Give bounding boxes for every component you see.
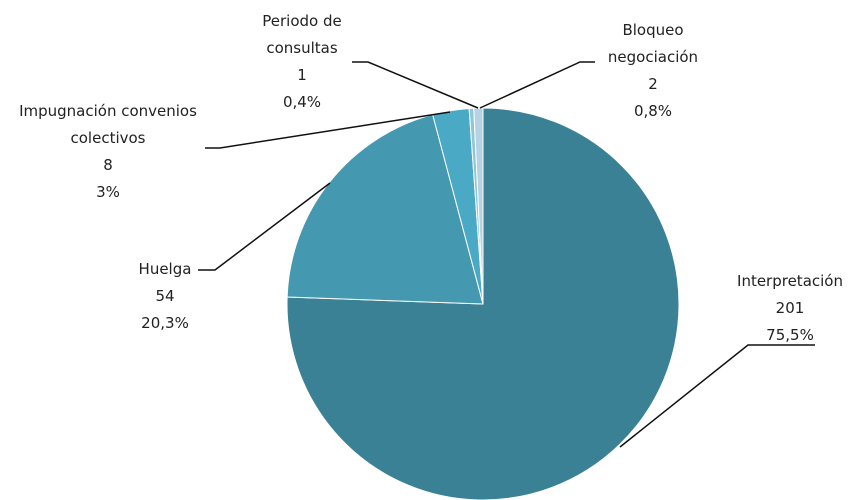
label-value: 201: [775, 299, 805, 317]
label-value: 54: [155, 287, 175, 305]
leader-line: [352, 61, 479, 109]
label-name: Impugnación convenios colectivos: [19, 102, 197, 147]
label-name: Interpretación: [737, 272, 843, 290]
label-value: 2: [648, 75, 658, 93]
slice-label: Huelga 54 20,3%: [105, 256, 225, 337]
slice-label: Impugnación convenios colectivos 8 3%: [3, 98, 213, 206]
label-percent: 75,5%: [766, 326, 814, 344]
label-percent: 0,4%: [282, 93, 322, 111]
label-percent: 0,8%: [633, 102, 673, 120]
pie-slice: [286, 107, 680, 500]
label-name: Huelga: [138, 260, 192, 278]
label-value: 1: [297, 66, 307, 84]
pie-slice: [286, 113, 484, 305]
slice-label: Bloqueo negociación 2 0,8%: [588, 17, 718, 125]
leader-line: [198, 182, 331, 271]
leader-line: [619, 344, 815, 448]
slice-label: Periodo de consultas 1 0,4%: [242, 8, 362, 116]
label-value: 8: [103, 156, 113, 174]
label-name: Bloqueo negociación: [607, 21, 699, 66]
leader-line: [205, 111, 451, 149]
label-percent: 3%: [96, 183, 120, 201]
slice-label: Interpretación 201 75,5%: [710, 268, 860, 349]
label-percent: 20,3%: [141, 314, 189, 332]
label-name: Periodo de consultas: [262, 12, 342, 57]
pie-slice: [473, 107, 484, 305]
leader-line: [479, 61, 595, 109]
